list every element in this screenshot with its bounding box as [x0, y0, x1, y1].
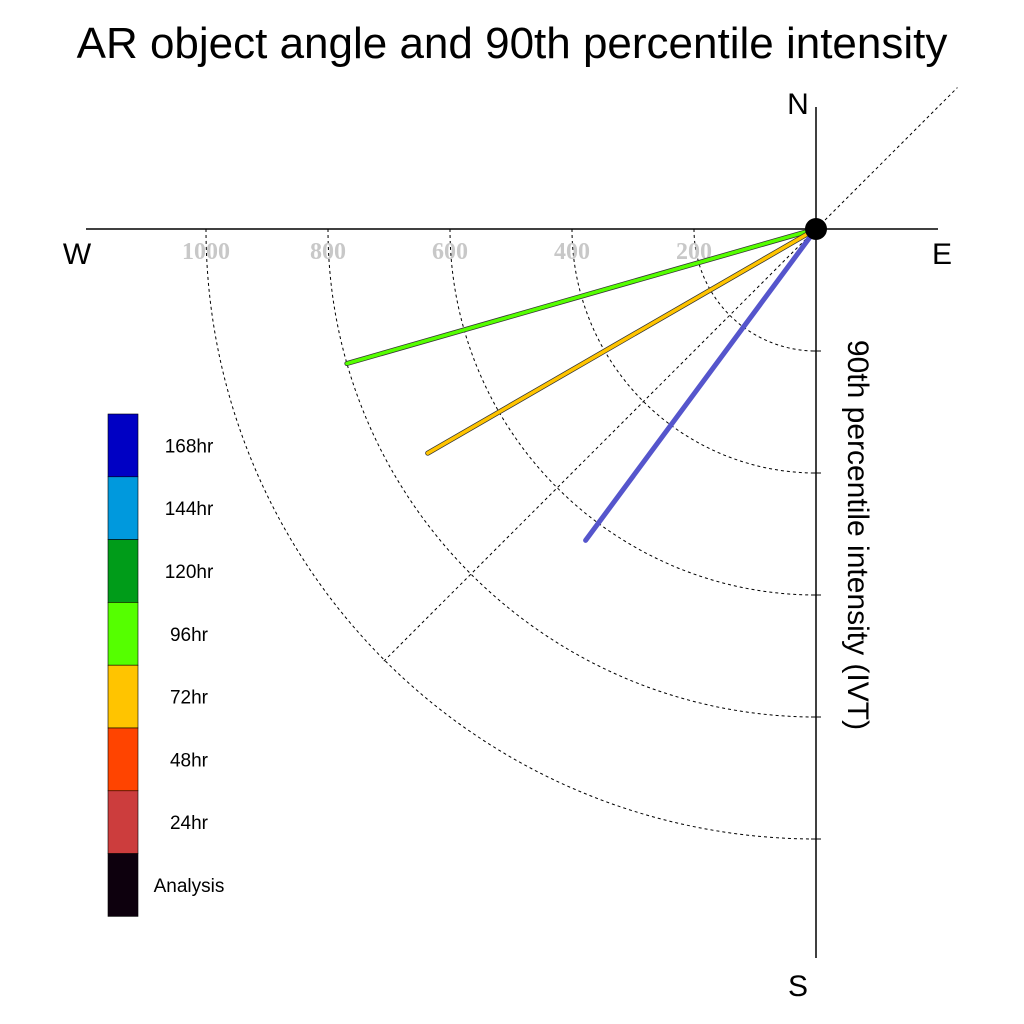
- origin-marker: [805, 218, 827, 240]
- radial-grid-arc-600: [449, 228, 817, 596]
- radial-grid-arc-800: [327, 228, 817, 718]
- legend-label-144hr: 144hr: [165, 499, 214, 520]
- legend-label-48hr: 48hr: [170, 750, 209, 771]
- vector-168hr: [583, 226, 819, 543]
- legend-label-72hr: 72hr: [170, 688, 209, 709]
- compass-west: W: [63, 238, 92, 271]
- legend-label-24hr: 24hr: [170, 813, 209, 834]
- legend: 168hr 144hr 120hr 96hr 72hr 48hr 24hr Analysis: [107, 413, 225, 917]
- radial-tick-label-400: 400: [554, 239, 590, 265]
- vector-72hr: [425, 227, 818, 455]
- chart-title: AR object angle and 90th percentile inte…: [77, 19, 948, 68]
- radial-grid-arc-400: [571, 228, 817, 474]
- vector-96hr: [345, 227, 818, 366]
- y-axis-label: 90th percentile intensity (IVT): [841, 340, 874, 730]
- legend-swatch-72hr: [107, 664, 139, 729]
- legend-label-168hr: 168hr: [165, 436, 214, 457]
- legend-label-96hr: 96hr: [170, 625, 209, 646]
- vector-layer: [344, 226, 819, 543]
- compass-south: S: [788, 970, 808, 1003]
- compass-east: E: [932, 238, 952, 271]
- legend-swatch-24hr: [107, 790, 139, 854]
- legend-swatch-analysis: [107, 853, 139, 917]
- legend-label-analysis: Analysis: [154, 876, 225, 897]
- radial-tick-label-600: 600: [432, 239, 468, 265]
- compass-north: N: [787, 88, 809, 121]
- legend-swatch-96hr: [107, 602, 139, 666]
- legend-swatch-120hr: [107, 539, 139, 603]
- axes-layer: [86, 107, 938, 958]
- radial-tick-label-800: 800: [310, 239, 346, 265]
- radial-grid-arc-1000: [205, 228, 817, 840]
- radial-grid-arc-200: [693, 228, 817, 352]
- legend-swatch-168hr: [107, 413, 139, 478]
- radial-tick-label-1000: 1000: [182, 239, 230, 265]
- legend-swatch-144hr: [107, 476, 139, 540]
- legend-swatch-48hr: [107, 727, 139, 792]
- legend-label-120hr: 120hr: [165, 562, 214, 583]
